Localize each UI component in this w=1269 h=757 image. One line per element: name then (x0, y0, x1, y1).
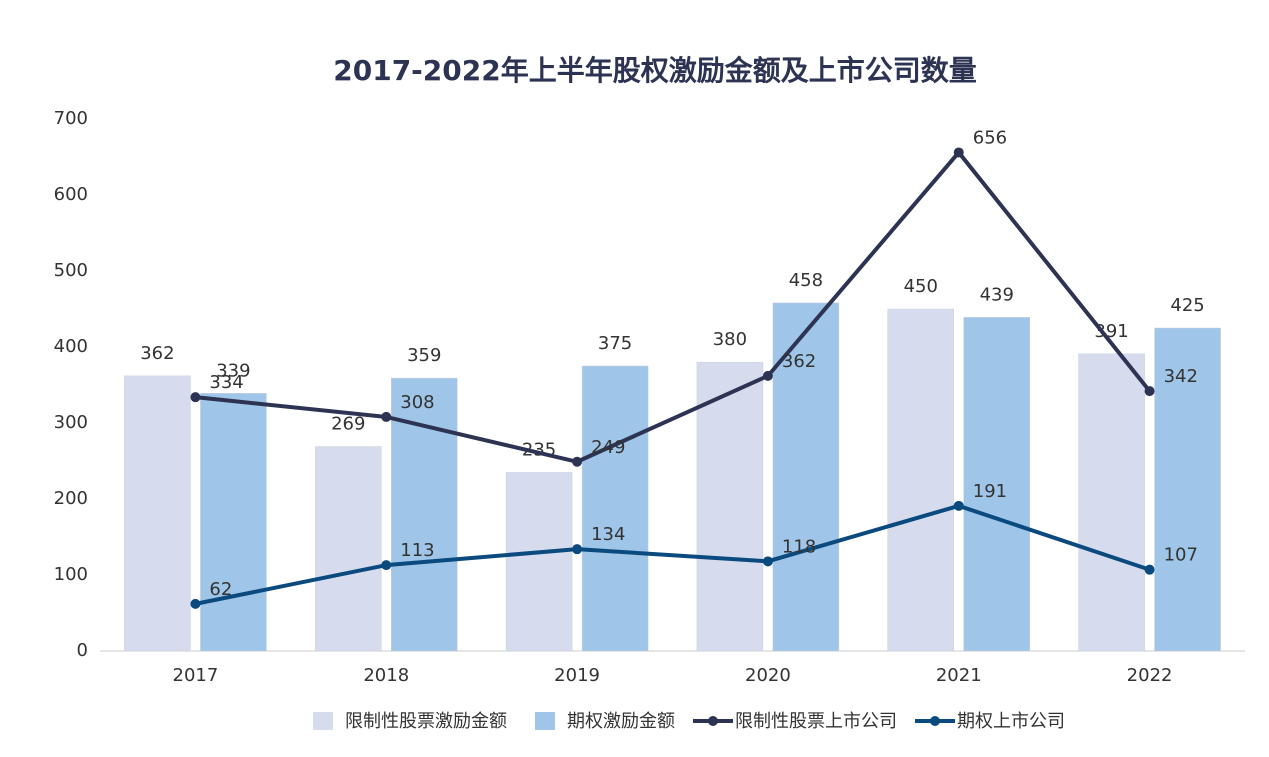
bar-value-label: 458 (789, 270, 823, 291)
bar (315, 446, 382, 652)
bar (963, 317, 1030, 652)
y-tick-label: 500 (54, 260, 88, 281)
line-value-label: 107 (1164, 545, 1198, 566)
x-tick-label: 2022 (1127, 665, 1173, 686)
line (195, 503, 1151, 606)
line-value-label: 191 (973, 481, 1007, 502)
bar-value-label: 339 (216, 360, 250, 381)
bar-value-label: 359 (407, 345, 441, 366)
line-point (1144, 564, 1155, 575)
line-point (190, 598, 201, 609)
bar-value-label: 380 (713, 329, 747, 350)
bar (581, 365, 649, 652)
bar-value-label: 375 (598, 333, 632, 354)
bar (887, 308, 954, 652)
bar-value-label: 439 (980, 284, 1014, 305)
line-point (1144, 386, 1155, 397)
y-tick-label: 200 (54, 488, 88, 509)
line-point (381, 560, 392, 571)
line-point (953, 147, 964, 158)
legend-swatch (535, 712, 555, 730)
line-value-label: 249 (591, 437, 625, 458)
line-value-label: 334 (209, 372, 243, 393)
line-point (381, 411, 392, 422)
line-point (190, 392, 201, 403)
legend-label: 期权激励金额 (567, 711, 675, 732)
bar-value-label: 450 (904, 276, 938, 297)
legend-swatch (313, 712, 333, 730)
bar (505, 472, 573, 652)
line-point (953, 500, 964, 511)
line-value-label: 342 (1164, 366, 1198, 387)
line-point (572, 456, 583, 467)
y-tick-label: 700 (54, 108, 88, 129)
line-point (572, 544, 583, 555)
x-tick-label: 2019 (554, 665, 600, 686)
y-tick-label: 300 (54, 412, 88, 433)
y-tick-label: 600 (54, 184, 88, 205)
bar (124, 375, 191, 652)
bar-value-label: 391 (1094, 321, 1128, 342)
line (195, 149, 1152, 464)
bar-value-label: 425 (1170, 295, 1204, 316)
bar (772, 302, 840, 652)
x-tick-label: 2021 (936, 665, 982, 686)
y-tick-label: 0 (77, 640, 88, 661)
line-value-label: 62 (209, 579, 232, 600)
bar (696, 361, 764, 652)
line-value-label: 113 (400, 540, 434, 561)
chart-title: 2017-2022年上半年股权激励金额及上市公司数量 (333, 54, 976, 87)
x-tick-label: 2017 (173, 665, 219, 686)
x-tick-label: 2018 (363, 665, 409, 686)
bar-value-label: 362 (140, 343, 174, 364)
bar (1078, 353, 1145, 652)
legend-label: 限制性股票激励金额 (345, 711, 507, 732)
bar (391, 377, 458, 652)
legend-marker (708, 716, 718, 726)
y-tick-label: 100 (54, 564, 88, 585)
bar (1154, 327, 1221, 652)
legend-label: 限制性股票上市公司 (735, 711, 897, 732)
line-point (762, 370, 773, 381)
line-point (762, 556, 773, 567)
line-value-label: 134 (591, 524, 625, 545)
line-value-label: 656 (973, 127, 1007, 148)
legend-label: 期权上市公司 (957, 711, 1065, 732)
bar-value-label: 269 (331, 414, 365, 435)
x-tick-label: 2020 (745, 665, 791, 686)
line-value-label: 308 (400, 392, 434, 413)
bar (200, 393, 267, 652)
line-value-label: 362 (782, 351, 816, 372)
legend-marker (930, 716, 940, 726)
line-value-label: 118 (782, 536, 816, 557)
y-tick-label: 400 (54, 336, 88, 357)
